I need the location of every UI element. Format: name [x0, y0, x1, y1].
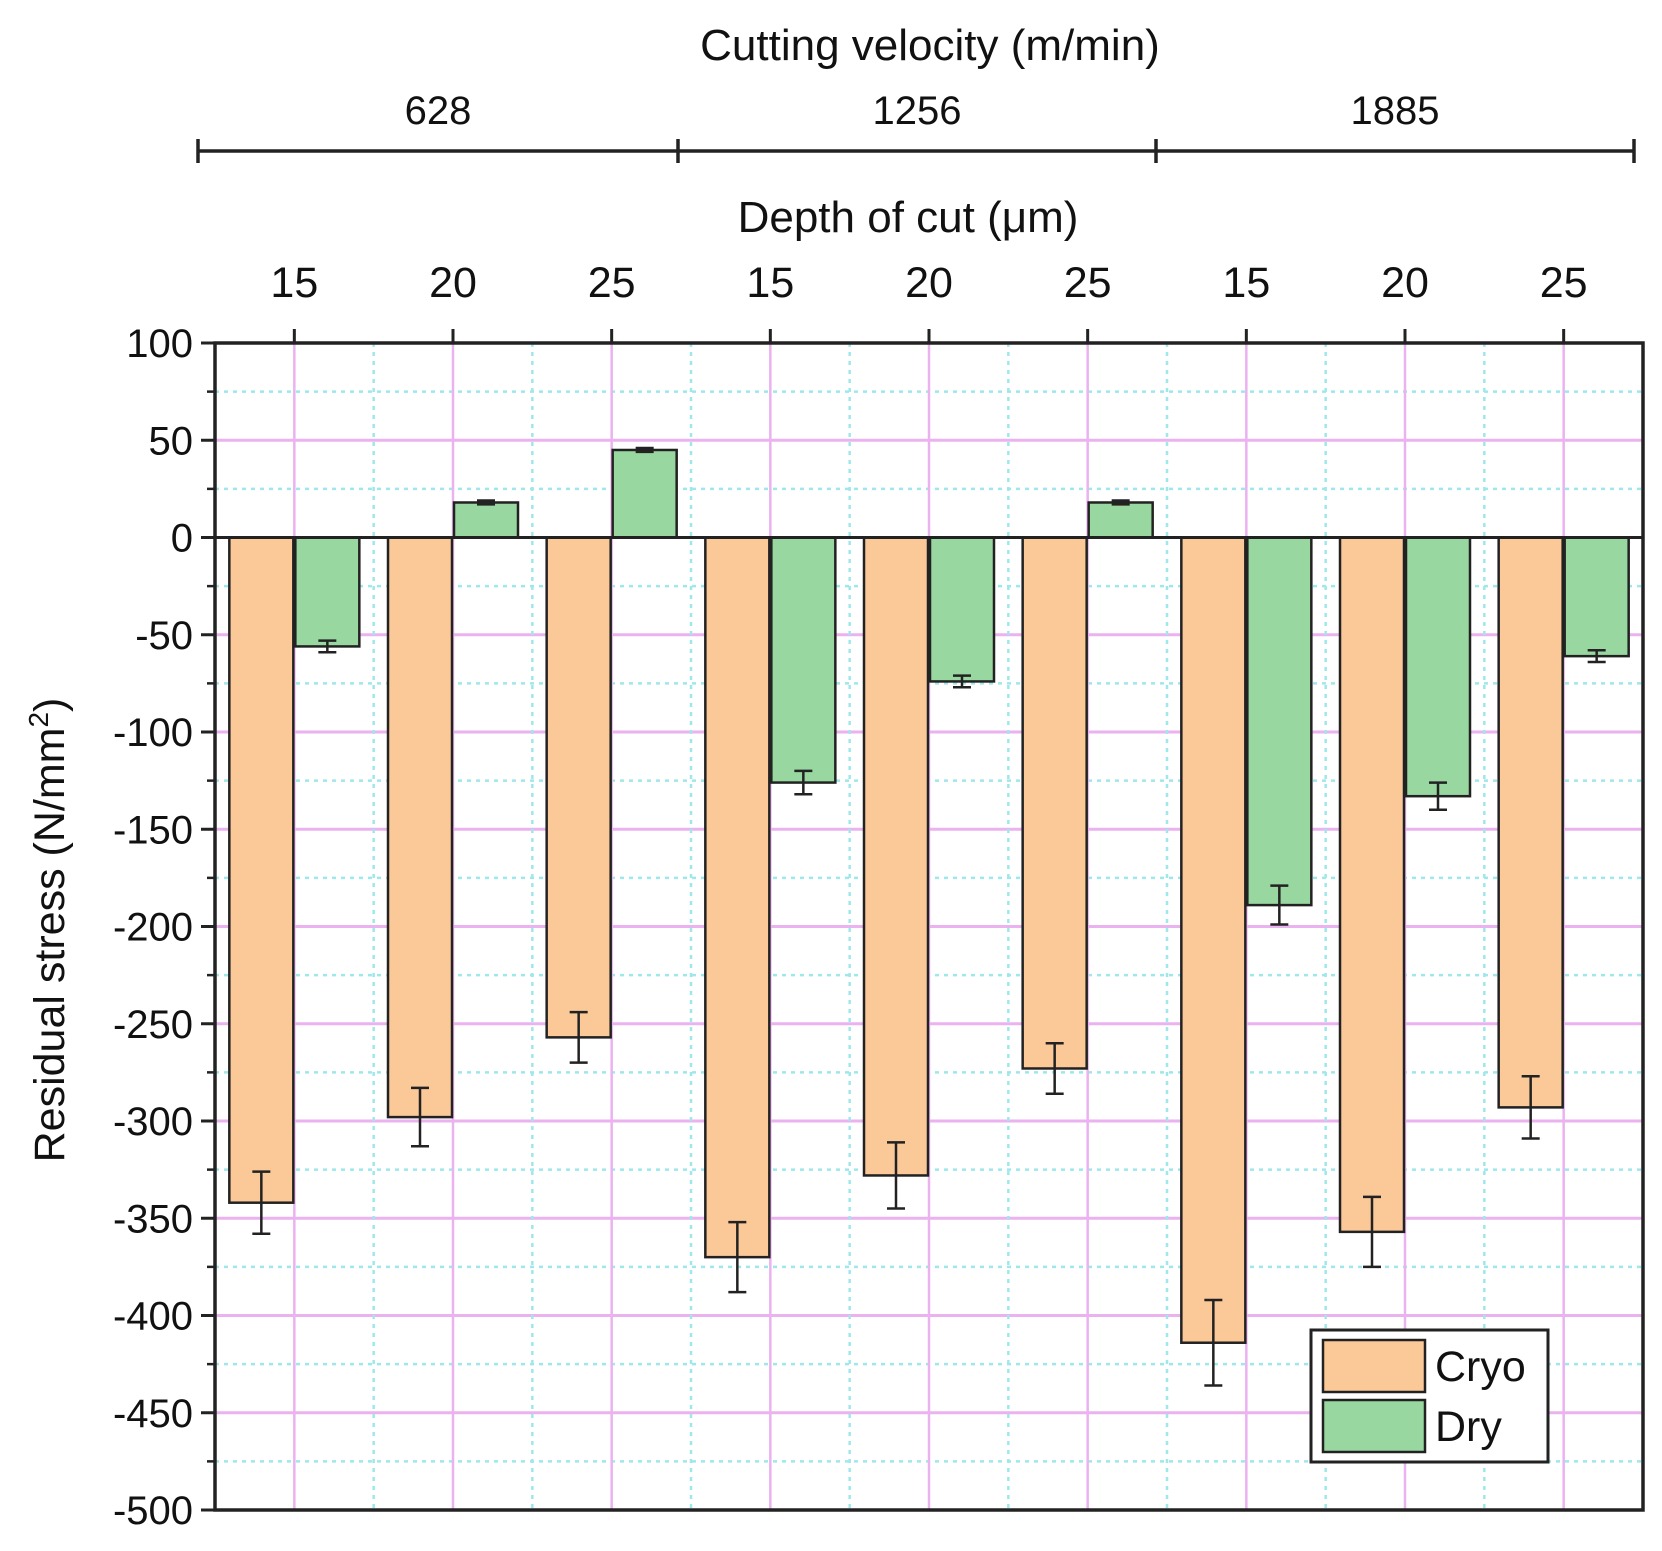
cryo-bar	[704, 536, 771, 1259]
cryo-bar	[228, 536, 295, 1204]
y-axis-title-superscript: 2	[23, 712, 54, 728]
dry-error-bar	[318, 639, 337, 654]
dry-error-bar	[953, 674, 971, 689]
y-tick-label: 0	[171, 517, 193, 561]
dry-bar	[1404, 536, 1472, 798]
cryo-bar	[1497, 536, 1564, 1109]
cryo-legend-swatch	[1321, 1338, 1427, 1394]
dry-legend-swatch	[1321, 1398, 1427, 1454]
dry-bar	[611, 448, 678, 539]
velocity-axis-title: Cutting velocity (m/min)	[700, 21, 1160, 70]
y-axis: 100 50 0 -50 -100 -150 -200 -250 -300 -350 -400 -45…	[113, 322, 215, 1533]
cryo-error-bar	[1204, 1298, 1223, 1387]
depth-tick-label: 25	[588, 259, 636, 307]
dry-bar	[1246, 536, 1313, 907]
cryo-error-bar	[252, 1170, 271, 1236]
dry-error-bar	[1111, 499, 1130, 506]
dry-bar	[1087, 501, 1154, 539]
y-tick-label: -200	[113, 906, 193, 950]
depth-tick-label: 20	[905, 259, 953, 307]
dry-error-bar	[1587, 649, 1606, 664]
cryo-bar	[1021, 536, 1088, 1070]
y-axis-title-close: )	[26, 698, 74, 712]
dry-bar	[770, 536, 837, 784]
depth-tick-label: 25	[1064, 259, 1112, 307]
cryo-legend-label: Cryo	[1435, 1343, 1526, 1391]
depth-tick-label: 15	[746, 259, 794, 307]
velocity-group-label: 1885	[1351, 89, 1440, 133]
y-tick-label: 50	[149, 419, 194, 463]
dry-error-bar	[477, 499, 495, 506]
dry-error-bar	[635, 446, 654, 454]
dry-bar	[294, 536, 361, 648]
dry-legend-label: Dry	[1435, 1403, 1502, 1451]
velocity-group-label: 1256	[873, 89, 962, 133]
cryo-error-bar	[411, 1086, 429, 1148]
dry-bar	[928, 536, 996, 683]
dry-error-bar	[1429, 781, 1447, 812]
cryo-error-bar	[728, 1220, 747, 1294]
cryo-error-bar	[887, 1141, 905, 1210]
bars-layer	[228, 446, 1630, 1387]
cryo-bar	[545, 536, 612, 1039]
cryo-error-bar	[1045, 1041, 1064, 1096]
cryo-bar	[1180, 536, 1247, 1344]
legend: Cryo Dry	[1309, 1328, 1550, 1464]
depth-tick-label: 25	[1540, 259, 1588, 307]
y-axis-title: Residual stress (N/mm2)	[23, 698, 74, 1163]
depth-axis-title: Depth of cut (μm)	[738, 193, 1079, 242]
y-tick-label: -300	[113, 1100, 193, 1144]
y-tick-label: -350	[113, 1197, 193, 1241]
depth-tick-label: 20	[429, 259, 477, 307]
cryo-bar	[862, 536, 930, 1177]
cryo-bar	[1338, 536, 1406, 1234]
y-tick-label: -400	[113, 1295, 193, 1339]
y-tick-label: 100	[126, 322, 193, 366]
y-tick-label: -250	[113, 1003, 193, 1047]
y-tick-label: -150	[113, 808, 193, 852]
y-axis-title-main: Residual stress (N/mm	[26, 728, 74, 1163]
cryo-error-bar	[1363, 1195, 1381, 1269]
dry-bar	[1563, 536, 1630, 658]
dry-bar	[452, 501, 520, 539]
dry-error-bar	[794, 769, 813, 796]
depth-tick-label: 15	[1222, 259, 1270, 307]
y-tick-label: -50	[135, 614, 193, 658]
depth-tick-label: 15	[270, 259, 318, 307]
cryo-error-bar	[1521, 1075, 1540, 1140]
velocity-axis: 628 1256 1885	[196, 89, 1636, 163]
depth-tick-label: 20	[1381, 259, 1429, 307]
y-tick-label: -500	[113, 1489, 193, 1533]
depth-axis: 15 20 25 15 20 25 15 20 25	[270, 259, 1588, 343]
y-tick-label: -100	[113, 711, 193, 755]
cryo-error-bar	[569, 1010, 588, 1064]
velocity-group-label: 628	[405, 89, 472, 133]
dry-error-bar	[1270, 884, 1289, 926]
cryo-bar	[386, 536, 454, 1119]
y-tick-label: -450	[113, 1392, 193, 1436]
